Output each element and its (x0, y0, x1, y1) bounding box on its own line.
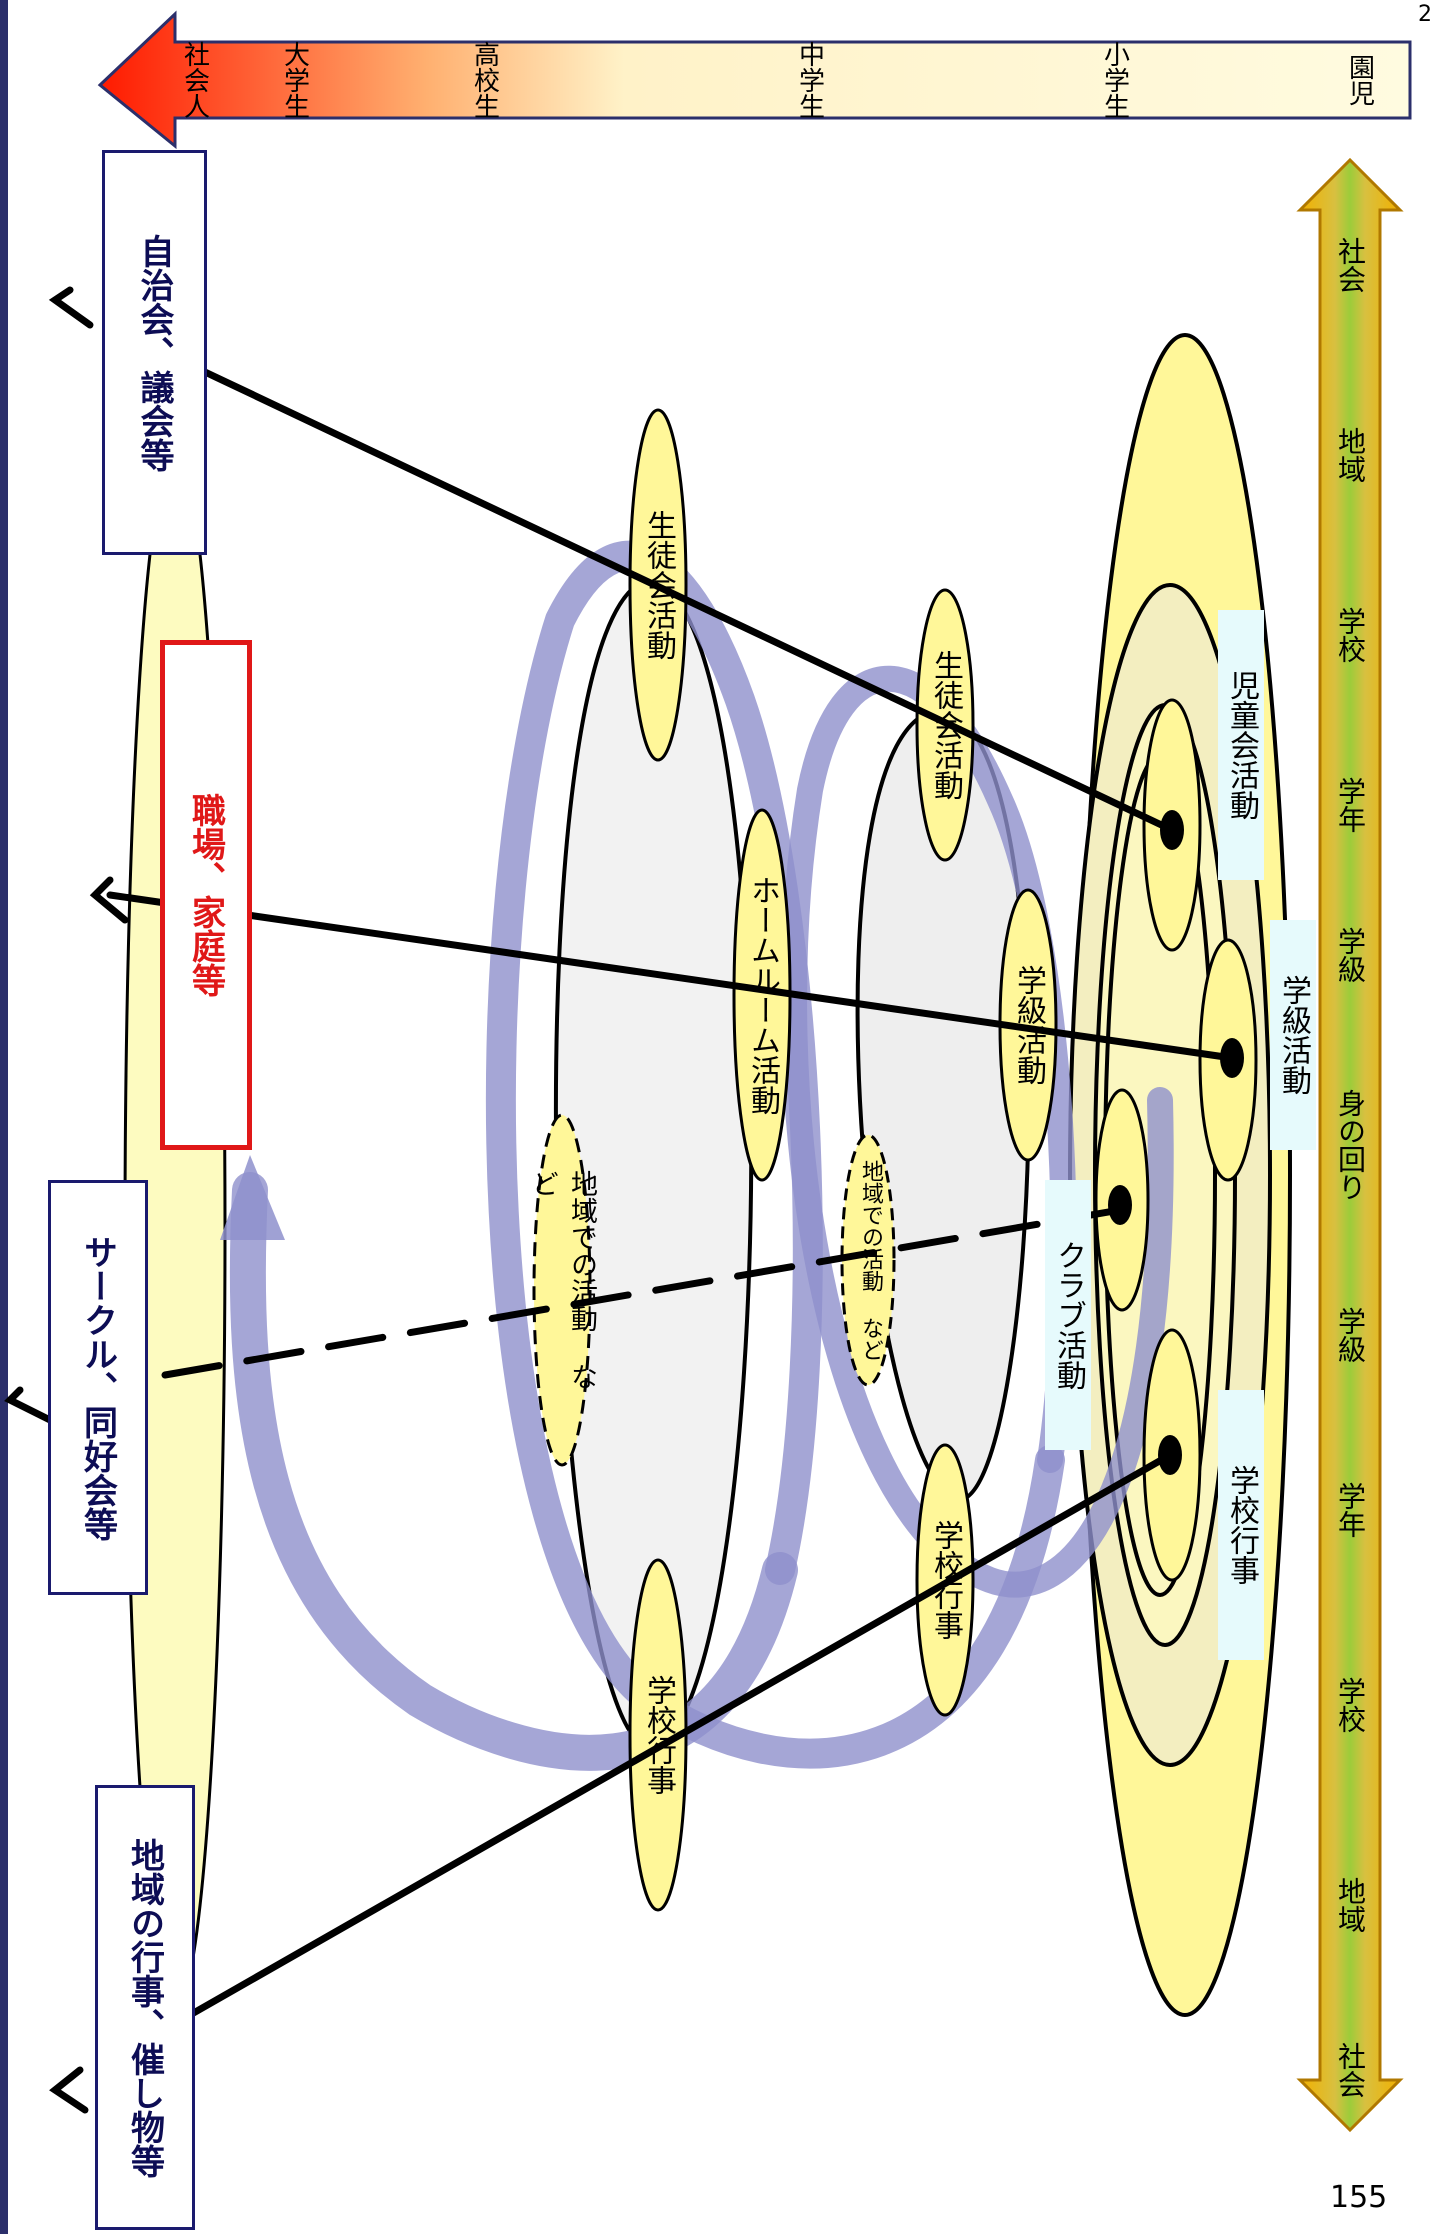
bottom-label-surroundings: 身の回り (1334, 1089, 1367, 1201)
top-label-junior-high: 中学生 (794, 41, 825, 119)
top-label-high-school: 高校生 (469, 41, 500, 119)
top-label-university: 大学生 (279, 41, 310, 119)
hs-community-label: 地域での活動 など (527, 1170, 597, 1390)
bottom-label-class-top: 学級 (1334, 927, 1367, 983)
el-clubs-label: クラブ活動 (1045, 1180, 1091, 1450)
corner-mark: 2 (1418, 2, 1432, 27)
el-class-activities-label: 学級活動 (1270, 920, 1316, 1150)
box-circles: サークル、同好会等 (48, 1180, 148, 1595)
el-childrens-council-label: 児童会活動 (1218, 610, 1264, 880)
scope-scale-arrow (1296, 157, 1404, 2133)
bottom-label-class-bottom: 学級 (1334, 1307, 1367, 1363)
age-scale-arrow (97, 10, 1412, 150)
box-council: 自治会、議会等 (102, 150, 207, 555)
hs-student-council-label: 生徒会活動 (641, 510, 676, 660)
jh-student-council-label: 生徒会活動 (928, 650, 963, 800)
connection-lines (106, 368, 1236, 2019)
bottom-label-society-bottom: 社会 (1334, 2042, 1367, 2098)
bottom-label-school-bottom: 学校 (1334, 1677, 1367, 1733)
bottom-label-region-bottom: 地域 (1334, 1877, 1367, 1933)
spiral-arrowhead (220, 1155, 285, 1240)
hs-homeroom-label: ホームルーム活動 (745, 875, 780, 1115)
hs-school-events-label: 学校行事 (641, 1675, 676, 1795)
top-label-kindergarten: 園児 (1344, 54, 1375, 106)
left-edge-stripe (0, 0, 8, 2234)
jh-class-activities-label: 学級活動 (1011, 965, 1046, 1085)
top-label-adult: 社会人 (179, 41, 210, 119)
bottom-label-grade-bottom: 学年 (1334, 1482, 1367, 1538)
box-local-events: 地域の行事、催し物等 (95, 1785, 195, 2230)
outgoing-arrowheads (4, 286, 129, 2114)
top-label-elementary: 小学生 (1099, 41, 1130, 119)
bottom-label-grade-top: 学年 (1334, 777, 1367, 833)
el-school-events-label: 学校行事 (1218, 1390, 1264, 1660)
bottom-label-society-top: 社会 (1334, 237, 1367, 293)
page-number: 155 (1330, 2180, 1388, 2215)
jh-school-events-label: 学校行事 (928, 1520, 963, 1640)
bottom-label-school-top: 学校 (1334, 607, 1367, 663)
bottom-label-region-top: 地域 (1334, 427, 1367, 483)
jh-community-label: 地域での活動 など (858, 1159, 883, 1361)
box-workplace: 職場、家庭等 (160, 640, 252, 1150)
